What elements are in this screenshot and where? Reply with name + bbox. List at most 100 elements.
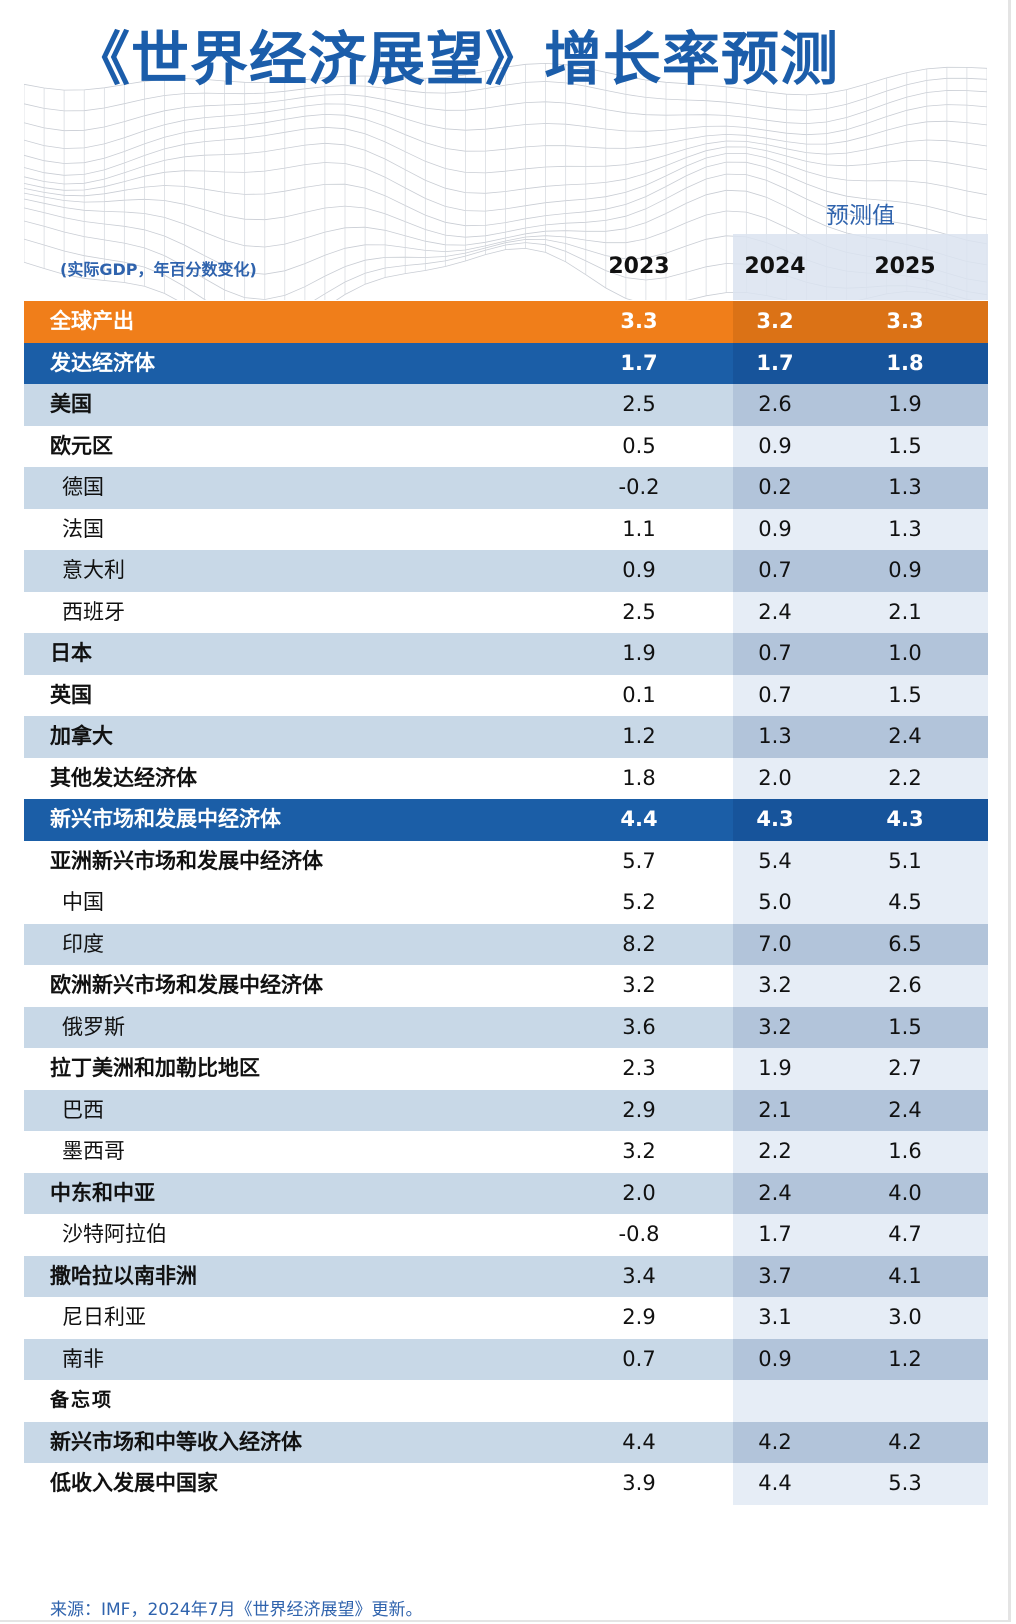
value-cell-2024: 0.9 bbox=[758, 516, 792, 541]
value-cell-2023: 2.3 bbox=[622, 1056, 656, 1080]
value-cell-2024: 4.2 bbox=[758, 1429, 792, 1454]
forecast-column-shade bbox=[733, 965, 988, 1007]
value-cell-2025: 1.3 bbox=[888, 516, 922, 541]
table-row: 英国 0.1 0.7 1.5 bbox=[24, 674, 988, 716]
value-cell-2023: 1.7 bbox=[620, 350, 658, 375]
forecast-column-shade bbox=[733, 1297, 988, 1339]
value-cell-2024: 0.7 bbox=[758, 641, 792, 665]
table-row: 巴西 2.9 2.1 2.4 bbox=[24, 1089, 988, 1131]
row-label: 巴西 bbox=[62, 1097, 104, 1122]
table-row: 全球产出 3.3 3.2 3.3 bbox=[24, 301, 988, 343]
value-cell-2023: 4.4 bbox=[620, 807, 658, 831]
row-label: 拉丁美洲和加勒比地区 bbox=[50, 1056, 260, 1080]
value-cell-2023: 0.7 bbox=[622, 1346, 656, 1371]
value-cell-2024: 2.0 bbox=[758, 765, 792, 790]
forecast-column-shade bbox=[733, 508, 988, 550]
value-cell-2024: 2.2 bbox=[758, 1139, 792, 1163]
row-label: 中东和中亚 bbox=[50, 1180, 155, 1205]
value-cell-2023: 3.3 bbox=[620, 309, 658, 333]
table-row: 南非 0.7 0.9 1.2 bbox=[24, 1338, 988, 1380]
table-row: 拉丁美洲和加勒比地区 2.3 1.9 2.7 bbox=[24, 1048, 988, 1090]
value-cell-2023: 0.9 bbox=[622, 558, 656, 582]
value-cell-2025: 2.4 bbox=[888, 1097, 922, 1122]
value-cell-2024: 4.3 bbox=[756, 807, 794, 831]
table-row: 西班牙 2.5 2.4 2.1 bbox=[24, 591, 988, 633]
row-label: 备忘项 bbox=[50, 1389, 114, 1411]
table-row: 加拿大 1.2 1.3 2.4 bbox=[24, 716, 988, 758]
value-cell-2025: 1.6 bbox=[888, 1139, 922, 1163]
row-label: 西班牙 bbox=[62, 599, 125, 624]
value-cell-2023: 0.5 bbox=[622, 433, 656, 458]
row-label: 低收入发展中国家 bbox=[50, 1471, 218, 1495]
value-cell-2025: 1.5 bbox=[888, 433, 922, 458]
table-row: 沙特阿拉伯 -0.8 1.7 4.7 bbox=[24, 1214, 988, 1256]
value-cell-2024: 2.4 bbox=[758, 1180, 792, 1205]
value-cell-2023: 3.2 bbox=[622, 1139, 656, 1163]
row-label: 欧洲新兴市场和发展中经济体 bbox=[50, 973, 323, 997]
value-cell-2024: 1.3 bbox=[758, 724, 792, 748]
forecast-column-shade bbox=[733, 799, 988, 841]
table-row: 低收入发展中国家 3.9 4.4 5.3 bbox=[24, 1463, 988, 1505]
row-label: 法国 bbox=[62, 516, 104, 541]
source-note: 来源：IMF，2024年7月《世界经济展望》更新。 bbox=[50, 1600, 423, 1620]
value-cell-2024: 2.4 bbox=[758, 599, 792, 624]
forecast-column-shade bbox=[733, 1380, 988, 1422]
row-label: 尼日利亚 bbox=[62, 1305, 146, 1329]
value-cell-2023: 2.5 bbox=[622, 392, 656, 416]
row-label: 中国 bbox=[62, 890, 104, 914]
row-label: 其他发达经济体 bbox=[50, 765, 197, 790]
value-cell-2023: 2.9 bbox=[622, 1097, 656, 1122]
value-cell-2024: 1.9 bbox=[758, 1056, 792, 1080]
value-cell-2025: 4.5 bbox=[888, 890, 922, 914]
row-label: 墨西哥 bbox=[62, 1139, 125, 1163]
forecast-column-shade bbox=[733, 1463, 988, 1505]
value-cell-2025: 4.1 bbox=[888, 1263, 922, 1288]
value-cell-2023: 4.4 bbox=[622, 1429, 656, 1454]
value-cell-2023: -0.8 bbox=[618, 1222, 660, 1246]
value-cell-2024: 3.2 bbox=[756, 309, 794, 333]
value-cell-2025: 3.0 bbox=[888, 1305, 922, 1329]
value-cell-2024: 0.7 bbox=[758, 558, 792, 582]
value-cell-2024: 2.6 bbox=[758, 392, 792, 416]
value-cell-2023: 8.2 bbox=[622, 931, 656, 956]
forecast-label: 预测值 bbox=[826, 203, 895, 229]
row-label: 欧元区 bbox=[50, 433, 113, 458]
column-header-2025: 2025 bbox=[874, 254, 936, 279]
forecast-column-shade bbox=[733, 1214, 988, 1256]
row-label: 美国 bbox=[50, 392, 92, 416]
forecast-column-shade bbox=[733, 1172, 988, 1214]
value-cell-2025: 1.9 bbox=[888, 392, 922, 416]
value-cell-2023: 2.5 bbox=[622, 599, 656, 624]
value-cell-2023: 3.2 bbox=[622, 973, 656, 997]
value-cell-2023: 2.9 bbox=[622, 1305, 656, 1329]
value-cell-2024: 3.2 bbox=[758, 973, 792, 997]
row-label: 新兴市场和中等收入经济体 bbox=[50, 1429, 302, 1454]
forecast-column-shade bbox=[733, 716, 988, 758]
value-cell-2023: 5.7 bbox=[622, 848, 656, 873]
forecast-column-shade bbox=[733, 1338, 988, 1380]
row-label: 发达经济体 bbox=[50, 350, 155, 375]
forecast-header-band bbox=[733, 234, 988, 300]
value-cell-2025: 2.6 bbox=[888, 973, 922, 997]
row-label: 全球产出 bbox=[50, 309, 134, 333]
table-row: 墨西哥 3.2 2.2 1.6 bbox=[24, 1131, 988, 1173]
value-cell-2025: 2.2 bbox=[888, 765, 922, 790]
table-row: 发达经济体 1.7 1.7 1.8 bbox=[24, 342, 988, 384]
forecast-column-shade bbox=[733, 467, 988, 509]
value-cell-2025: 4.3 bbox=[886, 807, 924, 831]
row-label: 新兴市场和发展中经济体 bbox=[50, 807, 281, 831]
forecast-column-shade bbox=[733, 1421, 988, 1463]
value-cell-2023: 1.8 bbox=[622, 765, 656, 790]
row-label: 印度 bbox=[62, 931, 104, 956]
table-row: 其他发达经济体 1.8 2.0 2.2 bbox=[24, 757, 988, 799]
value-cell-2023: 3.9 bbox=[622, 1471, 656, 1495]
table-row: 撒哈拉以南非洲 3.4 3.7 4.1 bbox=[24, 1255, 988, 1297]
value-cell-2024: 4.4 bbox=[758, 1471, 792, 1495]
table-row: 中国 5.2 5.0 4.5 bbox=[24, 882, 988, 924]
table-row: 美国 2.5 2.6 1.9 bbox=[24, 384, 988, 426]
value-cell-2024: 7.0 bbox=[758, 931, 792, 956]
forecast-column-shade bbox=[733, 882, 988, 924]
forecast-column-shade bbox=[733, 384, 988, 426]
value-cell-2025: 1.2 bbox=[888, 1346, 922, 1371]
forecast-column-shade bbox=[733, 674, 988, 716]
